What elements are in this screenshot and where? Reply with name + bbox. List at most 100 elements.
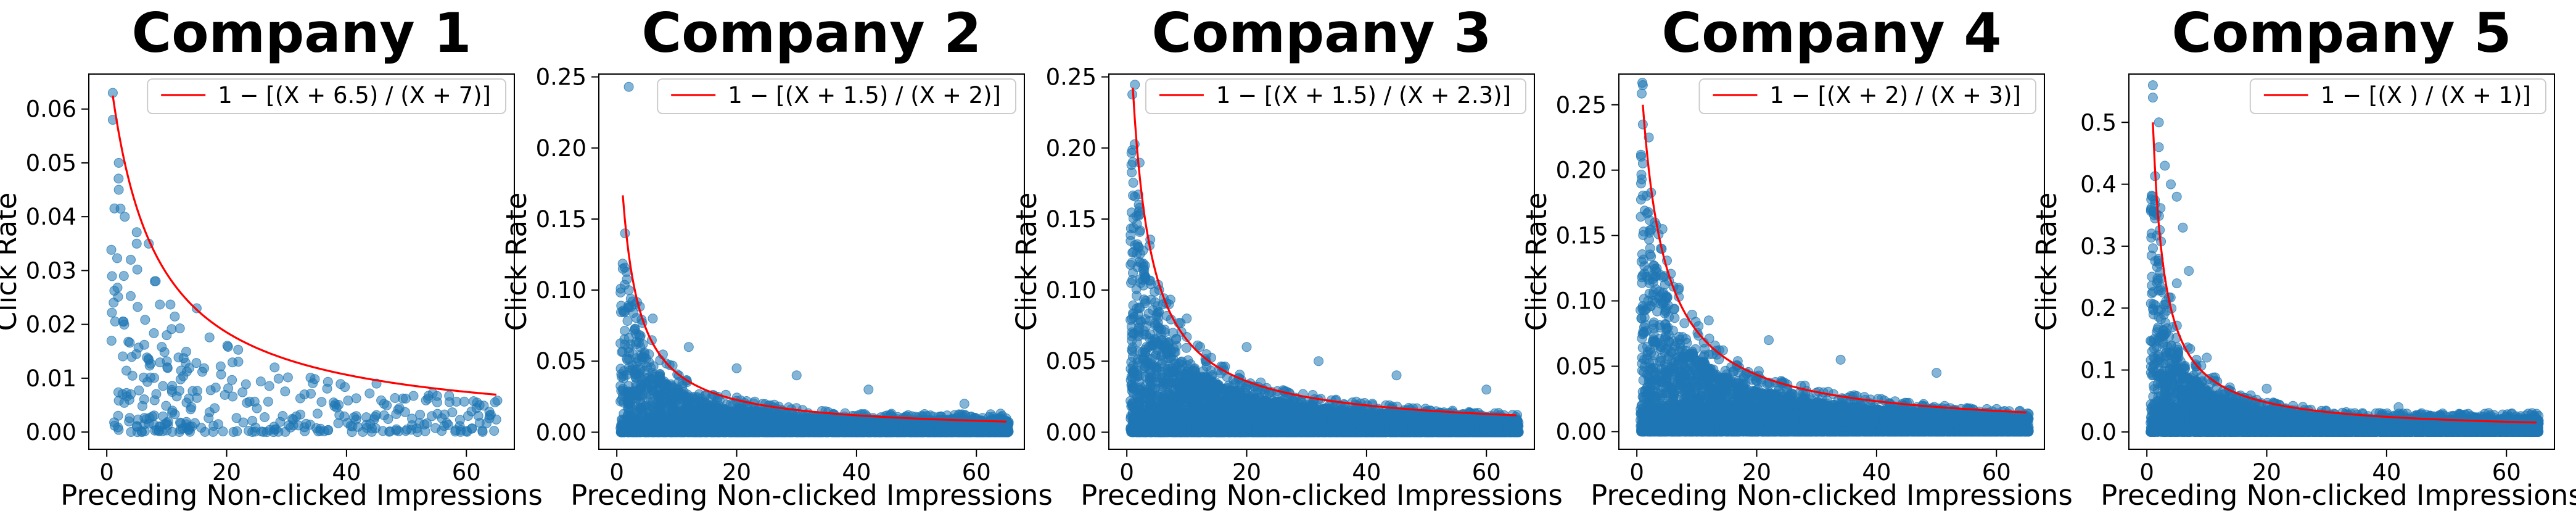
data-point — [477, 426, 488, 437]
data-point — [137, 427, 147, 438]
data-point — [113, 185, 124, 195]
data-point — [489, 426, 500, 436]
data-point — [107, 271, 117, 281]
legend: 1 − [(X + 6.5) / (X + 7)] — [147, 78, 506, 114]
data-point — [162, 330, 172, 341]
x-tick-label: 20 — [212, 459, 241, 486]
data-point — [264, 381, 274, 391]
data-point — [186, 402, 197, 412]
y-tick-label: 0.05 — [26, 150, 76, 176]
data-point — [133, 302, 143, 312]
data-point — [323, 425, 333, 436]
y-tick-label: 0.04 — [26, 204, 76, 230]
data-point — [255, 376, 266, 387]
data-point — [125, 291, 136, 301]
data-point — [712, 395, 723, 405]
data-point — [282, 372, 293, 383]
data-point — [415, 409, 426, 420]
data-point — [115, 204, 126, 214]
data-point — [617, 264, 628, 274]
y-tick-label: 0.03 — [26, 257, 76, 284]
data-point — [263, 396, 273, 407]
data-point — [491, 414, 501, 425]
y-tick-label: 0.25 — [536, 64, 586, 91]
chart-title: Company 1 — [132, 1, 472, 65]
data-point — [1000, 424, 1010, 434]
data-point — [364, 388, 375, 399]
data-point — [408, 391, 419, 401]
data-point — [118, 351, 128, 362]
data-point — [175, 323, 185, 334]
data-point — [159, 347, 170, 357]
data-point — [126, 254, 136, 265]
data-point — [249, 396, 260, 407]
x-tick-label: 60 — [452, 459, 481, 486]
data-point — [731, 363, 742, 373]
data-point — [232, 426, 242, 436]
data-point — [340, 382, 350, 392]
data-point — [112, 253, 122, 264]
data-point — [158, 381, 168, 391]
data-point — [171, 391, 182, 402]
data-point — [231, 413, 242, 423]
data-point — [959, 399, 969, 409]
data-point — [222, 341, 232, 351]
data-point — [635, 332, 645, 343]
chart-panel-1: Company 10 20 40 600.000.010.020.030.040.05… — [0, 1, 543, 512]
data-point — [140, 315, 150, 325]
y-tick-label: 0.06 — [26, 96, 76, 123]
data-point — [343, 396, 353, 405]
data-point — [273, 373, 284, 384]
data-point — [210, 403, 220, 413]
data-point — [233, 357, 244, 367]
data-point — [447, 407, 458, 418]
data-point — [149, 276, 160, 286]
data-point — [204, 332, 215, 343]
data-point — [213, 419, 223, 430]
data-point — [106, 336, 117, 346]
x-tick-label: 40 — [332, 459, 361, 486]
y-tick-label: 0.15 — [536, 206, 586, 233]
data-point — [149, 328, 159, 338]
data-point — [113, 173, 124, 184]
data-point — [131, 238, 142, 249]
data-point — [149, 395, 160, 405]
data-point — [132, 264, 142, 275]
data-point — [400, 407, 410, 417]
data-point — [210, 383, 221, 393]
scatter-series — [106, 88, 503, 438]
data-point — [622, 316, 633, 326]
data-point — [170, 311, 180, 322]
chart-title: Company 2 — [642, 1, 982, 65]
y-tick-label: 0.00 — [536, 419, 586, 446]
data-point — [167, 407, 178, 418]
data-point — [127, 370, 138, 381]
data-point — [181, 346, 191, 357]
data-point — [455, 421, 465, 431]
data-point — [118, 317, 129, 327]
legend-box — [147, 78, 506, 114]
data-point — [260, 412, 270, 422]
data-point — [113, 157, 124, 168]
data-point — [125, 338, 135, 348]
data-point — [791, 370, 802, 381]
y-tick-label: 0.00 — [26, 419, 76, 446]
data-point — [623, 81, 634, 92]
data-point — [184, 363, 195, 373]
data-point — [863, 384, 874, 395]
scatter-series — [615, 81, 1014, 438]
chart-title: Company 3 — [1152, 1, 1492, 65]
data-point — [139, 339, 149, 350]
data-point — [310, 374, 320, 384]
chart-panel-3: Company 30 20 40 600.000.050.100.150.200.25… — [1010, 1, 1563, 512]
data-point — [112, 283, 123, 293]
y-tick-label: 0.10 — [536, 277, 586, 304]
data-point — [134, 385, 144, 396]
data-point — [143, 354, 154, 364]
data-point — [149, 373, 159, 383]
y-axis-label: Click Rate — [0, 193, 23, 331]
data-point — [233, 344, 244, 355]
data-point — [227, 375, 237, 385]
data-point — [125, 413, 135, 423]
